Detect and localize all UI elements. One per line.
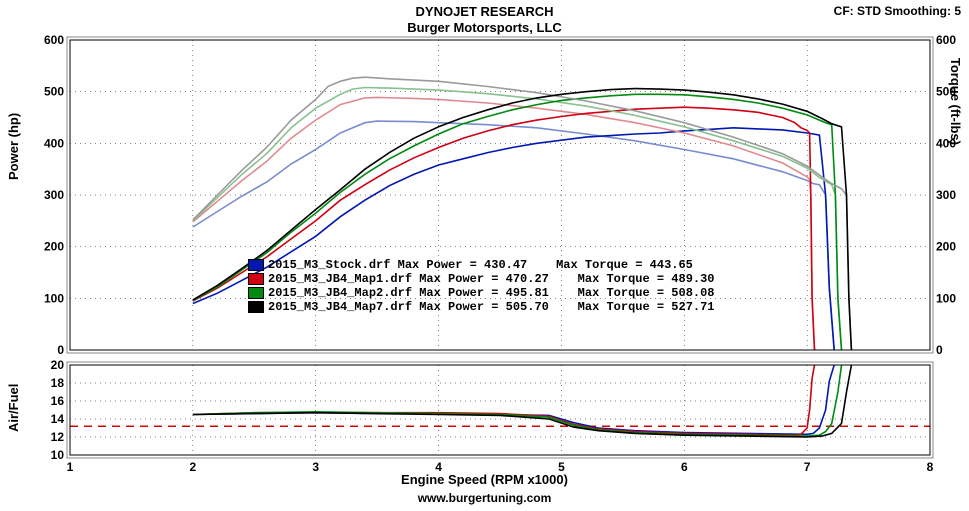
svg-text:600: 600 [936, 33, 956, 47]
svg-text:7: 7 [804, 460, 811, 474]
svg-text:500: 500 [936, 85, 956, 99]
svg-text:14: 14 [51, 412, 65, 426]
svg-text:200: 200 [936, 240, 956, 254]
svg-text:200: 200 [44, 240, 64, 254]
svg-text:100: 100 [44, 291, 64, 305]
svg-text:300: 300 [936, 188, 956, 202]
legend-run-name: 2015_M3_Stock.drf [268, 258, 390, 272]
svg-text:0: 0 [936, 343, 943, 357]
legend-row: 2015_M3_Stock.drf Max Power = 430.47 Max… [248, 258, 715, 272]
svg-text:400: 400 [44, 136, 64, 150]
svg-text:10: 10 [51, 448, 65, 462]
legend-maxpower: Max Power = 470.27 [419, 272, 549, 286]
legend-maxpower: Max Power = 495.81 [419, 286, 549, 300]
svg-text:1: 1 [67, 460, 74, 474]
legend-run-name: 2015_M3_JB4_Map2.drf [268, 286, 412, 300]
svg-text:600: 600 [44, 33, 64, 47]
svg-text:300: 300 [44, 188, 64, 202]
legend-row: 2015_M3_JB4_Map1.drf Max Power = 470.27 … [248, 272, 715, 286]
legend-maxpower: Max Power = 430.47 [398, 258, 528, 272]
legend-maxtorque: Max Torque = 527.71 [578, 300, 715, 314]
svg-text:0: 0 [57, 343, 64, 357]
svg-text:4: 4 [435, 460, 442, 474]
legend-maxtorque: Max Torque = 489.30 [578, 272, 715, 286]
legend-row: 2015_M3_JB4_Map7.drf Max Power = 505.70 … [248, 300, 715, 314]
legend-maxtorque: Max Torque = 443.65 [556, 258, 693, 272]
svg-text:5: 5 [558, 460, 565, 474]
svg-text:16: 16 [51, 394, 65, 408]
legend: 2015_M3_Stock.drf Max Power = 430.47 Max… [248, 258, 715, 314]
dyno-chart: 1234567800100100200200300300400400500500… [0, 0, 969, 511]
svg-text:18: 18 [51, 376, 65, 390]
svg-text:3: 3 [312, 460, 319, 474]
legend-row: 2015_M3_JB4_Map2.drf Max Power = 495.81 … [248, 286, 715, 300]
svg-text:20: 20 [51, 358, 65, 372]
svg-text:100: 100 [936, 291, 956, 305]
legend-maxtorque: Max Torque = 508.08 [578, 286, 715, 300]
svg-text:12: 12 [51, 430, 65, 444]
legend-run-name: 2015_M3_JB4_Map1.drf [268, 272, 412, 286]
svg-text:8: 8 [927, 460, 934, 474]
svg-text:400: 400 [936, 136, 956, 150]
svg-text:6: 6 [681, 460, 688, 474]
legend-run-name: 2015_M3_JB4_Map7.drf [268, 300, 412, 314]
svg-text:2: 2 [190, 460, 197, 474]
legend-maxpower: Max Power = 505.70 [419, 300, 549, 314]
svg-text:500: 500 [44, 85, 64, 99]
